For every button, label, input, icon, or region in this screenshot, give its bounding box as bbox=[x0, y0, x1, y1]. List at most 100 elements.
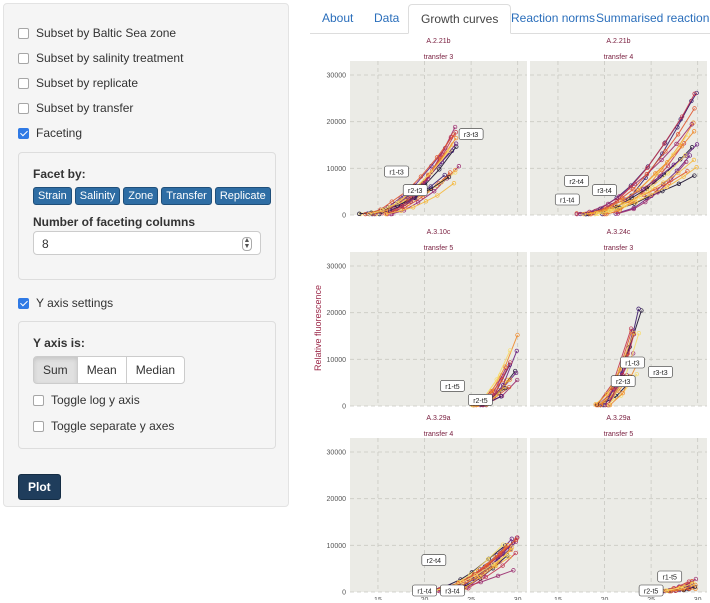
growth-curve-point bbox=[505, 552, 510, 557]
growth-curve-line bbox=[607, 333, 635, 406]
growth-curve-point bbox=[495, 573, 501, 579]
replicate-label: r1-t5 bbox=[445, 384, 460, 391]
growth-curve-point bbox=[692, 106, 697, 111]
growth-curve-point bbox=[644, 171, 650, 177]
growth-curve-line bbox=[669, 584, 696, 592]
subset-replicate-checkbox[interactable]: Subset by replicate bbox=[18, 76, 138, 90]
facet-chip-transfer[interactable]: Transfer bbox=[161, 187, 212, 205]
growth-curve-point bbox=[694, 165, 699, 170]
plot-button[interactable]: Plot bbox=[18, 474, 61, 500]
tab-summarised-reaction-norms[interactable]: Summarised reaction n bbox=[596, 11, 710, 25]
spinner-icon[interactable]: ▲ ▼ bbox=[242, 237, 252, 251]
checkbox-box[interactable] bbox=[18, 52, 29, 64]
growth-curve-point bbox=[653, 171, 658, 176]
growth-curve-point bbox=[446, 174, 452, 180]
checkbox-box[interactable] bbox=[33, 420, 44, 432]
growth-curve-point bbox=[649, 184, 655, 189]
replicate-label-box bbox=[648, 366, 673, 378]
subset-baltic-checkbox[interactable]: Subset by Baltic Sea zone bbox=[18, 26, 176, 40]
growth-curve-point bbox=[367, 211, 372, 217]
replicate-label-box bbox=[421, 554, 447, 566]
facet-chip-zone[interactable]: Zone bbox=[123, 187, 159, 205]
growth-curves-plot: A.2.21b transfer 3 0 10000 20000 30000 r1-t3 r2… bbox=[310, 33, 710, 603]
growth-curve-point bbox=[453, 167, 458, 173]
checkbox-box[interactable] bbox=[18, 77, 29, 89]
growth-curve-point bbox=[497, 551, 503, 556]
tab-about[interactable]: About bbox=[322, 11, 354, 25]
subset-transfer-checkbox[interactable]: Subset by transfer bbox=[18, 101, 133, 115]
y-axis-title: Relative fluorescence bbox=[313, 285, 323, 371]
growth-curve-point bbox=[385, 211, 390, 217]
checkbox-box[interactable] bbox=[18, 127, 29, 139]
growth-curve-point bbox=[451, 132, 456, 137]
growth-curve-point bbox=[454, 144, 459, 149]
panel-strain-label: A.2.21b bbox=[606, 38, 630, 45]
y-axis-sum-button[interactable]: Sum bbox=[33, 356, 78, 384]
growth-curve-point bbox=[620, 390, 625, 396]
growth-curve-point bbox=[511, 568, 516, 573]
tab-reaction-norms[interactable]: Reaction norms bbox=[511, 11, 596, 25]
replicate-label-box bbox=[620, 356, 645, 369]
log-y-checkbox[interactable]: Toggle log y axis bbox=[33, 393, 140, 407]
growth-curve-point bbox=[692, 173, 697, 178]
tab-data[interactable]: Data bbox=[374, 11, 400, 25]
facet-columns-input[interactable]: 8 ▲ ▼ bbox=[33, 231, 261, 255]
growth-curve-point bbox=[691, 129, 697, 134]
growth-curve-line bbox=[369, 150, 450, 215]
growth-curve-point bbox=[453, 141, 459, 146]
growth-curve-point bbox=[513, 370, 519, 376]
growth-curve-point bbox=[659, 157, 664, 163]
growth-curve-point bbox=[515, 535, 520, 540]
panel-strain-label: A.3.10c bbox=[427, 229, 451, 236]
panel-transfer-label: transfer 4 bbox=[604, 54, 634, 61]
growth-curve-point bbox=[500, 378, 505, 383]
checkbox-label: Y axis settings bbox=[36, 296, 114, 310]
replicate-label-box bbox=[554, 193, 580, 206]
subset-salinity-checkbox[interactable]: Subset by salinity treatment bbox=[18, 51, 183, 65]
facet-chip-strain[interactable]: Strain bbox=[33, 187, 72, 205]
y-tick-label: 20000 bbox=[327, 496, 347, 503]
growth-curve-point bbox=[694, 142, 700, 147]
growth-curve-point bbox=[394, 200, 400, 206]
growth-curve-point bbox=[515, 332, 520, 338]
y-axis-mean-button[interactable]: Mean bbox=[76, 356, 127, 384]
growth-curve-point bbox=[492, 564, 497, 569]
tab-growth-curves[interactable]: Growth curves bbox=[408, 4, 512, 34]
replicate-label-box bbox=[564, 175, 589, 187]
growth-curve-point bbox=[634, 371, 639, 377]
checkbox-box[interactable] bbox=[18, 27, 29, 39]
faceting-checkbox[interactable]: Faceting bbox=[18, 126, 82, 140]
checkbox-label: Subset by replicate bbox=[36, 76, 139, 90]
facet-settings-well: Facet by: Strain Salinity Zone Transfer … bbox=[18, 152, 276, 280]
replicate-label-box bbox=[468, 394, 493, 406]
growth-curve-point bbox=[675, 132, 681, 137]
growth-curve-point bbox=[683, 153, 688, 158]
facet-chip-salinity[interactable]: Salinity bbox=[74, 187, 121, 205]
growth-curve-point bbox=[689, 122, 694, 127]
checkbox-box[interactable] bbox=[18, 297, 29, 309]
y-axis-is-label: Y axis is: bbox=[33, 336, 85, 350]
growth-curve-point bbox=[435, 193, 440, 198]
growth-curve-point bbox=[664, 184, 670, 190]
y-tick-label: 10000 bbox=[327, 357, 347, 364]
y-axis-settings-checkbox[interactable]: Y axis settings bbox=[18, 296, 113, 310]
growth-curve-point bbox=[666, 180, 672, 185]
growth-curve-line bbox=[588, 130, 695, 214]
growth-curve-point bbox=[674, 141, 679, 147]
replicate-label: r2-t4 bbox=[569, 179, 584, 186]
replicate-label: r1-t5 bbox=[663, 575, 678, 582]
growth-curve-point bbox=[506, 384, 512, 390]
checkbox-box[interactable] bbox=[18, 102, 29, 114]
separate-y-checkbox[interactable]: Toggle separate y axes bbox=[33, 419, 174, 433]
growth-curve-line bbox=[576, 123, 693, 215]
growth-curve-point bbox=[681, 141, 687, 146]
growth-curve-point bbox=[418, 174, 424, 179]
growth-curve-point bbox=[478, 574, 483, 580]
replicate-label: r3-t4 bbox=[445, 589, 460, 596]
growth-curve-point bbox=[679, 144, 684, 149]
facet-by-label: Facet by: bbox=[33, 167, 86, 181]
checkbox-box[interactable] bbox=[33, 394, 44, 406]
growth-curve-point bbox=[453, 135, 459, 141]
y-axis-median-button[interactable]: Median bbox=[125, 356, 186, 384]
facet-chip-replicate[interactable]: Replicate bbox=[214, 187, 271, 205]
